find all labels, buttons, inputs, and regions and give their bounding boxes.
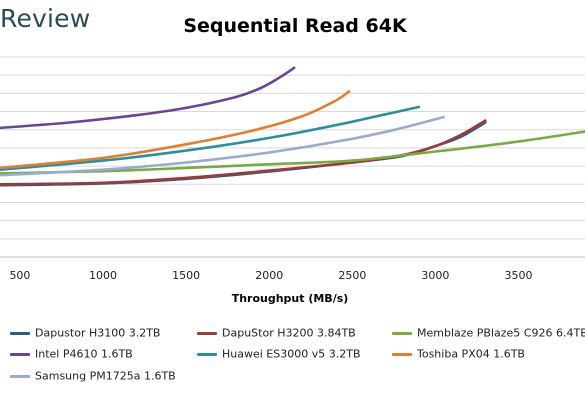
- legend-label: DapuStor H3200 3.84TB: [222, 326, 356, 340]
- series-line: [0, 90, 351, 170]
- legend-swatch: [10, 374, 30, 378]
- gridlines: [0, 56, 585, 258]
- brand-logo-text: Review: [0, 4, 91, 33]
- legend-item: Intel P4610 1.6TB: [10, 347, 133, 363]
- legend-label: Huawei ES3000 v5 3.2TB: [222, 347, 361, 361]
- legend-swatch: [10, 352, 30, 356]
- legend-label: Memblaze PBlaze5 C926 6.4TB: [417, 326, 585, 340]
- legend-swatch: [197, 331, 217, 335]
- x-tick-label: 2000: [255, 269, 283, 282]
- x-tick-label: 2500: [338, 269, 366, 282]
- series-lines: [0, 66, 585, 187]
- legend-swatch: [197, 352, 217, 356]
- legend-swatch: [392, 331, 412, 335]
- legend-item: Huawei ES3000 v5 3.2TB: [197, 347, 361, 363]
- x-tick-labels: 500 1000 1500 2000 2500 3000 3500: [9, 269, 532, 282]
- legend-item: Samsung PM1725a 1.6TB: [10, 369, 176, 385]
- x-tick-label: 1500: [172, 269, 200, 282]
- legend-label: Samsung PM1725a 1.6TB: [35, 369, 176, 383]
- x-axis-label: Throughput (MB/s): [231, 292, 349, 305]
- legend-item: Toshiba PX04 1.6TB: [392, 347, 525, 363]
- legend-label: Intel P4610 1.6TB: [35, 347, 133, 361]
- x-tick-label: 500: [9, 269, 30, 282]
- chart-title: Sequential Read 64K: [183, 15, 407, 37]
- series-line: [0, 105, 421, 171]
- series-line: [0, 119, 487, 186]
- legend-swatch: [392, 352, 412, 356]
- x-tick-label: 3500: [505, 269, 533, 282]
- series-line: [0, 115, 445, 177]
- legend-item: DapuStor H3200 3.84TB: [197, 326, 356, 342]
- legend-item: Memblaze PBlaze5 C926 6.4TB: [392, 326, 585, 342]
- legend-label: Dapustor H3100 3.2TB: [35, 326, 161, 340]
- series-line: [0, 130, 585, 175]
- legend-label: Toshiba PX04 1.6TB: [417, 347, 525, 361]
- legend-item: Dapustor H3100 3.2TB: [10, 326, 160, 342]
- legend-swatch: [10, 331, 30, 335]
- series-line: [0, 66, 296, 130]
- x-tick-label: 1000: [89, 269, 117, 282]
- x-tick-label: 3000: [421, 269, 449, 282]
- chart-legend: Dapustor H3100 3.2TB DapuStor H3200 3.84T…: [0, 326, 585, 396]
